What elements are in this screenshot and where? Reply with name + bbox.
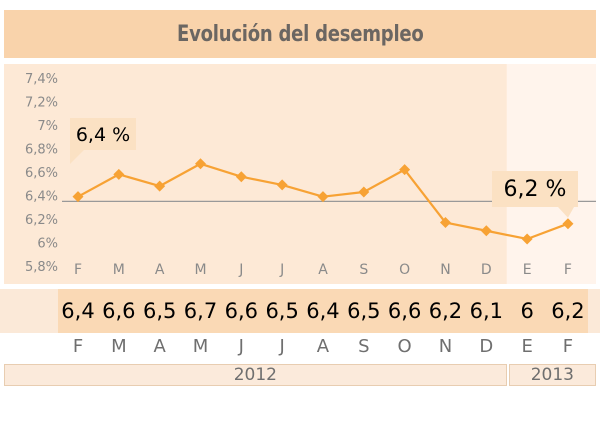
data-point <box>439 217 451 229</box>
value-cell: 6,5 <box>261 289 303 333</box>
callout-box <box>492 171 578 207</box>
value-cell: 6,4 <box>302 289 344 333</box>
month-label: E <box>521 336 533 357</box>
callout-box <box>70 118 136 150</box>
x-tick-label: D <box>481 262 492 278</box>
month-label: N <box>438 336 453 357</box>
value-cell: 6,6 <box>220 289 262 333</box>
value-cell: 6,6 <box>98 289 140 333</box>
data-point <box>235 171 247 183</box>
value-cell: 6,4 <box>57 289 99 333</box>
data-point <box>480 225 492 237</box>
month-label: M <box>111 336 127 357</box>
callout-pointer <box>70 150 84 164</box>
line-chart: 5,8% 6% 6,2% 6,4% 6,6% 6,8% 7% 7,2% 7,4% F M A M J J A S… <box>4 64 596 284</box>
x-tick-label: A <box>155 262 165 278</box>
data-point <box>276 179 288 191</box>
data-point <box>562 218 574 230</box>
chart-title: Evolución del desempleo <box>176 21 424 47</box>
month-label: A <box>153 336 166 357</box>
value-cell: 6 <box>506 289 548 333</box>
year-label: 2013 <box>508 364 596 386</box>
month-label: J <box>238 336 244 357</box>
month-label: F <box>72 336 84 357</box>
y-tick-label: 7% <box>37 119 58 134</box>
y-tick-label: 6,4% <box>25 190 58 205</box>
x-tick-label: M <box>113 262 125 278</box>
data-point <box>113 168 125 180</box>
callout-label: 6,2 % <box>504 177 567 202</box>
month-label: S <box>358 336 370 357</box>
data-point <box>521 233 533 245</box>
month-label: M <box>192 336 209 357</box>
data-point <box>154 180 166 192</box>
x-tick-label: M <box>194 262 206 278</box>
month-label: J <box>279 336 285 357</box>
month-label: O <box>397 336 412 357</box>
x-tick-label: S <box>359 262 368 278</box>
data-point <box>399 164 411 176</box>
y-tick-label: 7,4% <box>25 72 58 87</box>
month-label: A <box>316 336 330 357</box>
data-point <box>317 191 329 203</box>
value-cell: 6,5 <box>343 289 385 333</box>
value-cell: 6,6 <box>384 289 426 333</box>
y-tick-label: 7,2% <box>25 96 58 111</box>
value-cell: 6,7 <box>179 289 221 333</box>
value-cell: 6,2 <box>547 289 589 333</box>
y-tick-label: 6% <box>37 237 58 252</box>
x-tick-label: O <box>399 262 410 278</box>
data-point <box>194 158 206 170</box>
value-cell: 6,2 <box>424 289 466 333</box>
value-cell: 6,5 <box>139 289 181 333</box>
x-tick-label: F <box>564 262 572 278</box>
x-tick-label: N <box>440 262 450 278</box>
data-point <box>358 186 370 198</box>
value-cell: 6,1 <box>465 289 507 333</box>
title-bar: Evolución del desempleo <box>4 10 596 58</box>
x-tick-label: J <box>279 262 284 278</box>
data-point <box>72 191 84 203</box>
x-tick-label: J <box>238 262 243 278</box>
callout-label: 6,4 % <box>76 124 130 146</box>
y-tick-label: 6,6% <box>25 166 58 181</box>
x-tick-label: F <box>74 262 82 278</box>
callout-pointer <box>558 207 574 218</box>
y-tick-label: 5,8% <box>25 260 58 275</box>
year-label: 2012 <box>4 364 507 386</box>
y-tick-label: 6,8% <box>25 143 58 158</box>
y-tick-label: 6,2% <box>25 213 58 228</box>
x-tick-label: E <box>523 262 532 278</box>
month-label: D <box>479 336 494 357</box>
x-tick-label: A <box>318 262 328 278</box>
month-label: F <box>562 336 574 357</box>
